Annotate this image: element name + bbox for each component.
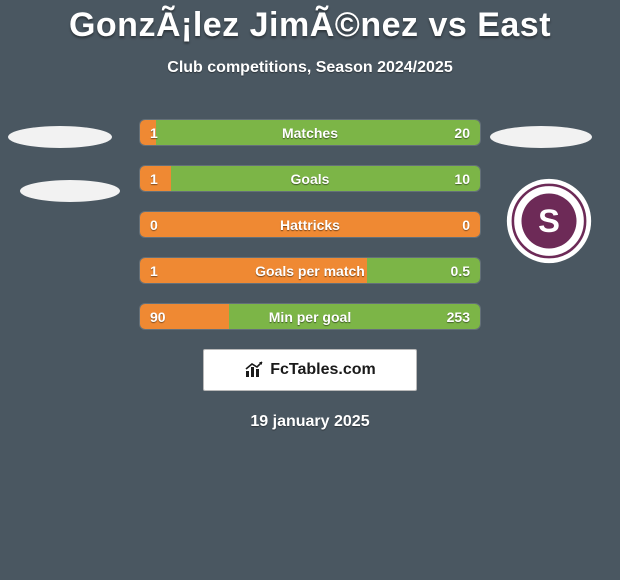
comparison-bars: 120Matches 110Goals 00Hattricks 10.5Goals p…	[139, 119, 481, 330]
stat-label: Hattricks	[140, 212, 480, 237]
stat-row: 120Matches	[139, 119, 481, 146]
brand-text: FcTables.com	[270, 361, 376, 379]
stat-label: Matches	[140, 120, 480, 145]
stat-row: 10.5Goals per match	[139, 257, 481, 284]
stat-label: Goals	[140, 166, 480, 191]
page-title: GonzÃ¡lez JimÃ©nez vs East	[0, 0, 620, 45]
player-photo-placeholder	[8, 126, 112, 148]
club-badge: S	[506, 178, 592, 264]
stat-row: 00Hattricks	[139, 211, 481, 238]
stat-label: Goals per match	[140, 258, 480, 283]
brand-box: FcTables.com	[203, 349, 417, 391]
stat-row: 90253Min per goal	[139, 303, 481, 330]
subtitle: Club competitions, Season 2024/2025	[0, 59, 620, 77]
stat-row: 110Goals	[139, 165, 481, 192]
stat-label: Min per goal	[140, 304, 480, 329]
player-photo-placeholder	[490, 126, 592, 148]
svg-text:S: S	[538, 202, 560, 239]
brand-chart-icon	[244, 361, 264, 379]
date-text: 19 january 2025	[0, 413, 620, 431]
player-photo-placeholder	[20, 180, 120, 202]
